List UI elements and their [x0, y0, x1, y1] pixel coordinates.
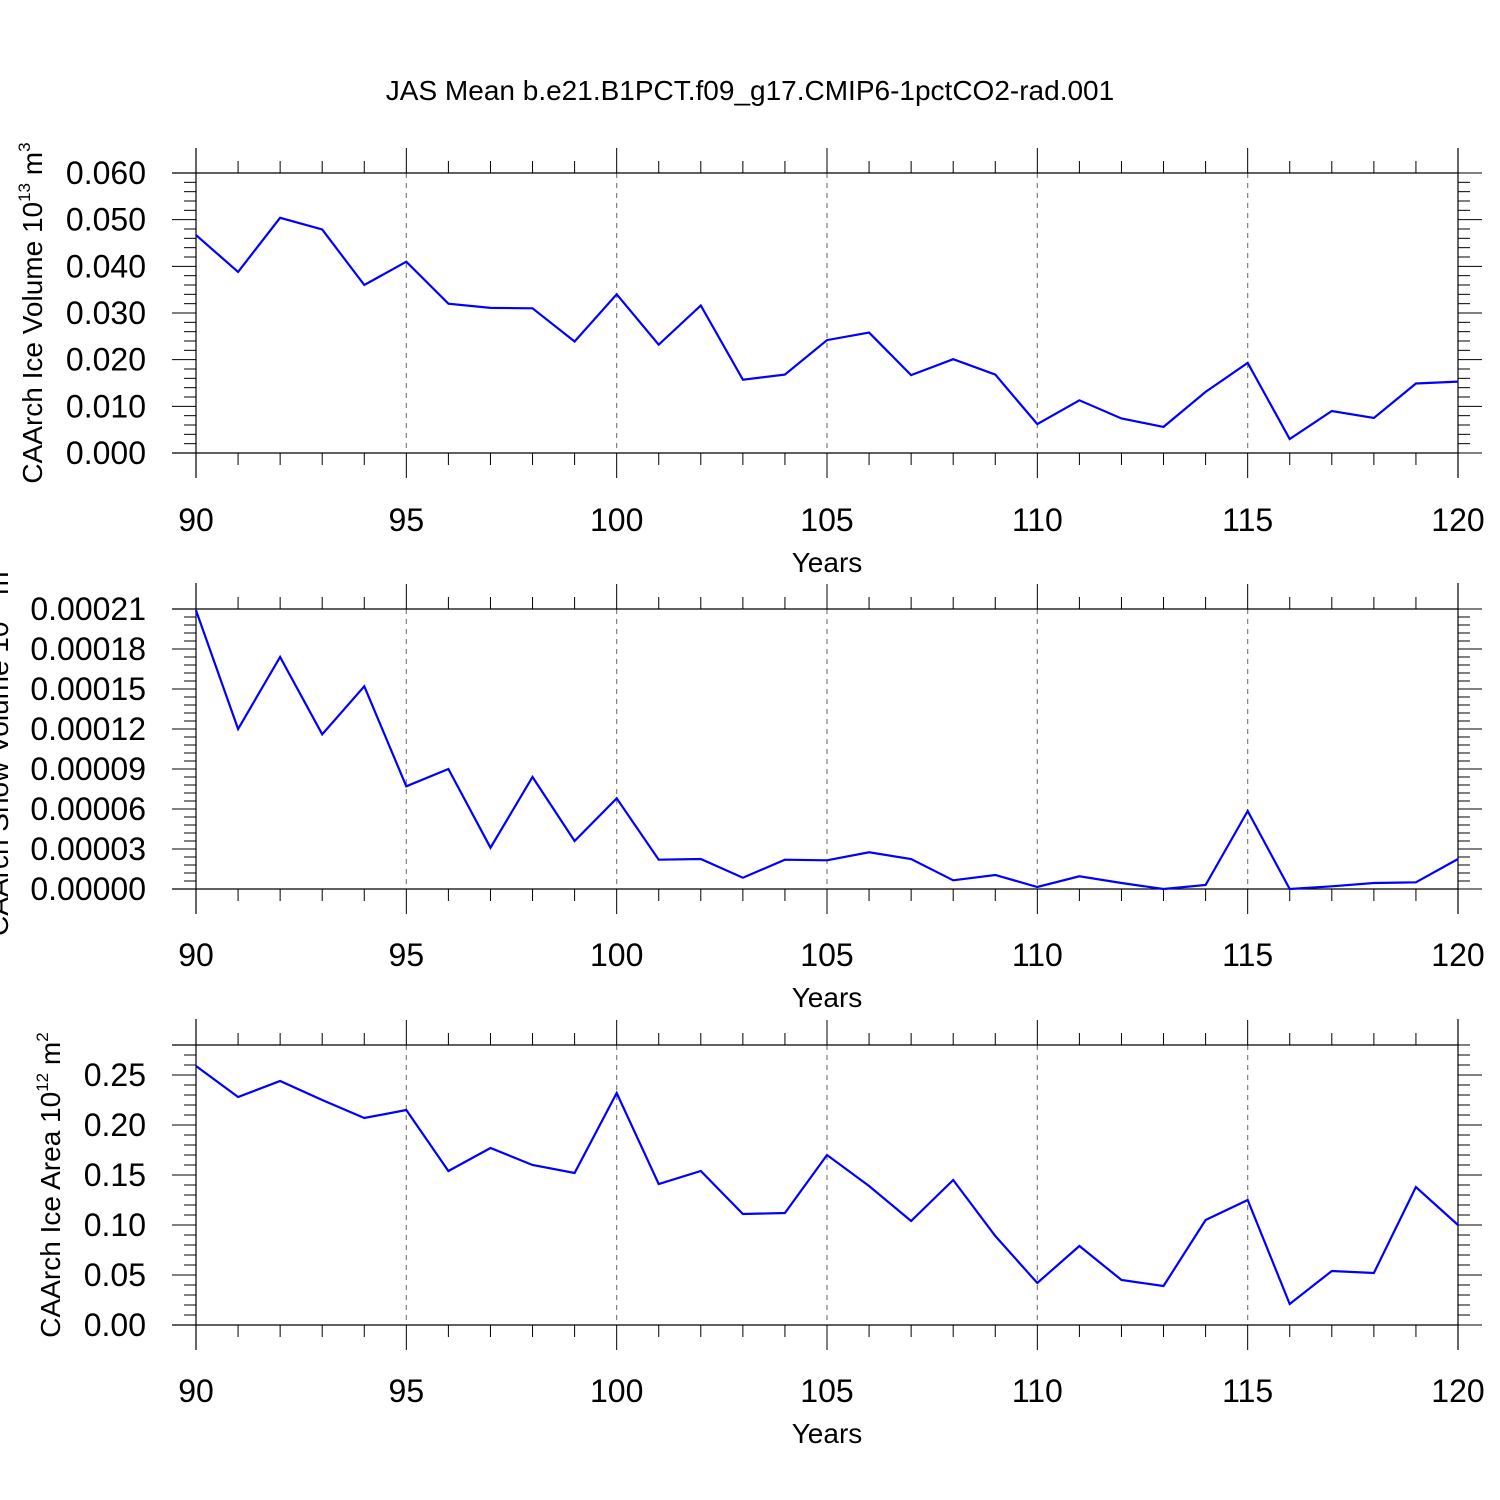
- y-axis-label-text: CAArch Ice Area 10: [35, 1092, 66, 1338]
- x-tick-label: 110: [1012, 502, 1063, 538]
- x-tick-label: 120: [1431, 1373, 1484, 1409]
- y-tick-label: 0.00015: [30, 671, 146, 707]
- y-tick-label: 0.05: [84, 1257, 146, 1293]
- x-tick-label: 120: [1431, 937, 1484, 973]
- x-tick-label: 95: [389, 1373, 425, 1409]
- y-axis-label: CAArch Snow Volume 1013 m3: [0, 562, 14, 936]
- x-tick-label: 100: [590, 937, 643, 973]
- y-tick-label: 0.00000: [30, 871, 146, 907]
- x-tick-label: 110: [1012, 937, 1063, 973]
- y-axis-label-exponent: 12: [33, 1073, 52, 1092]
- y-axis-label: CAArch Ice Volume 1013 m3: [15, 142, 48, 483]
- series-line: [195, 1065, 1459, 1306]
- y-tick-label: 0.25: [84, 1057, 146, 1093]
- y-tick-label: 0.000: [66, 435, 146, 471]
- y-axis-label-text: CAArch Ice Volume 10: [17, 202, 48, 484]
- panel-1: 90 95 100 105 110 115 120 Years 0.000 0.010 0.020 0…: [15, 142, 1485, 578]
- y-tick-label: 0.00: [84, 1307, 146, 1343]
- y-axis-label-unit: m: [0, 572, 14, 603]
- x-tick-label: 100: [590, 502, 643, 538]
- x-tick-label: 95: [389, 937, 425, 973]
- y-axis-label-unit: m: [17, 152, 48, 183]
- figure-title: JAS Mean b.e21.B1PCT.f09_g17.CMIP6-1pctC…: [386, 75, 1114, 106]
- x-tick-label: 90: [178, 1373, 214, 1409]
- y-axis-label: CAArch Ice Area 1012 m2: [33, 1032, 66, 1337]
- y-tick-label: 0.010: [66, 388, 146, 424]
- y-tick-label: 0.00006: [30, 791, 146, 827]
- x-axis-label: Years: [792, 1418, 863, 1449]
- x-tick-label: 115: [1222, 937, 1273, 973]
- x-axis-label: Years: [792, 547, 863, 578]
- y-tick-label: 0.050: [66, 202, 146, 238]
- y-axis-label-unit: m: [35, 1042, 66, 1073]
- y-tick-label: 0.030: [66, 295, 146, 331]
- x-tick-label: 100: [590, 1373, 643, 1409]
- x-axis-label: Years: [792, 982, 863, 1013]
- series-line: [195, 216, 1459, 441]
- y-tick-label: 0.15: [84, 1157, 146, 1193]
- y-tick-label: 0.040: [66, 248, 146, 284]
- y-axis-label-exponent: 13: [15, 183, 34, 202]
- y-tick-label: 0.00009: [30, 751, 146, 787]
- series-line: [194, 609, 1459, 891]
- x-tick-label: 105: [800, 1373, 853, 1409]
- x-tick-label: 105: [800, 937, 853, 973]
- x-tick-label: 115: [1222, 1373, 1273, 1409]
- x-tick-label: 95: [389, 502, 425, 538]
- x-tick-label: 90: [178, 937, 214, 973]
- x-tick-label: 110: [1012, 1373, 1063, 1409]
- x-tick-label: 120: [1431, 502, 1484, 538]
- x-tick-label: 90: [178, 502, 214, 538]
- panel-2: 90 95 100 105 110 115 120 Years 0.00000 0.00003 0.…: [0, 562, 1485, 1013]
- y-tick-label: 0.00012: [30, 711, 146, 747]
- y-tick-label: 0.020: [66, 342, 146, 378]
- panels: 90 95 100 105 110 115 120 Years 0.000 0.010 0.020 0…: [0, 142, 1485, 1449]
- y-tick-label: 0.00018: [30, 631, 146, 667]
- y-tick-label: 0.00003: [30, 831, 146, 867]
- y-tick-label: 0.060: [66, 155, 146, 191]
- y-tick-label: 0.00021: [30, 591, 146, 627]
- panel-3: 90 95 100 105 110 115 120 Years 0.00 0.05 0.10 0.15…: [33, 1019, 1485, 1449]
- x-tick-label: 115: [1222, 502, 1273, 538]
- y-tick-label: 0.20: [84, 1107, 146, 1143]
- y-axis-label-unit-exponent: 2: [33, 1032, 52, 1041]
- y-axis-label-text: CAArch Snow Volume 10: [0, 622, 14, 936]
- y-tick-label: 0.10: [84, 1207, 146, 1243]
- y-axis-label-unit-exponent: 3: [15, 142, 34, 151]
- x-tick-label: 105: [800, 502, 853, 538]
